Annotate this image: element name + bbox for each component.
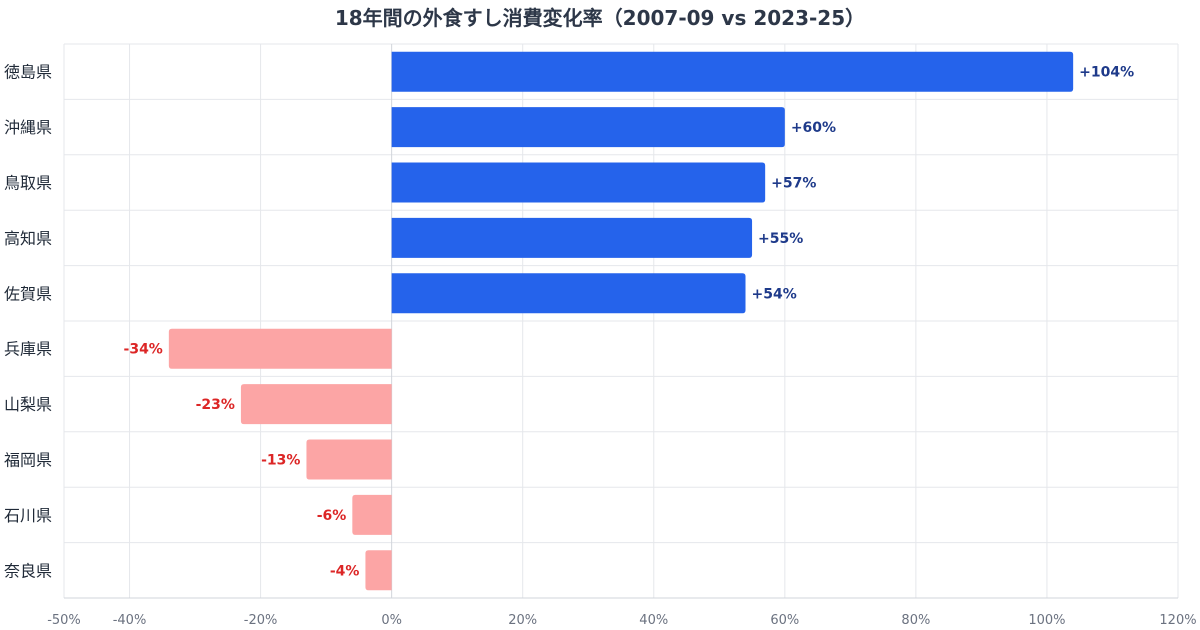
- category-label: 徳島県: [4, 63, 52, 82]
- bar: [240, 384, 392, 425]
- x-tick-label: -40%: [113, 613, 147, 628]
- data-label: -23%: [196, 397, 235, 413]
- x-tick-labels: -50% -40% -20% 0% 20% 40% 60% 80% 100% 120%: [47, 613, 1196, 628]
- x-tick-label: 100%: [1028, 613, 1065, 628]
- category-label: 奈良県: [4, 561, 52, 580]
- data-label: +54%: [752, 286, 797, 302]
- category-label: 山梨県: [4, 395, 52, 414]
- category-label: 兵庫県: [4, 340, 52, 359]
- data-label: -34%: [124, 342, 163, 358]
- bar: [391, 51, 1074, 92]
- category-label: 鳥取県: [4, 174, 52, 193]
- data-label: +57%: [771, 176, 816, 192]
- data-label: +104%: [1079, 65, 1134, 81]
- x-tick-label: 0%: [381, 613, 402, 628]
- data-labels: +104% +60% +57% +55% +54% -34% -23% -13% -6% -4%: [124, 65, 1135, 580]
- bar: [391, 107, 785, 148]
- x-tick-label: 60%: [770, 613, 799, 628]
- data-label: -13%: [261, 453, 300, 469]
- data-label: +55%: [758, 231, 803, 247]
- x-tick-label: 120%: [1159, 613, 1196, 628]
- grid-lines: [63, 43, 1179, 599]
- bar: [391, 162, 766, 203]
- data-label: +60%: [791, 120, 836, 136]
- chart-title: 18年間の外食すし消費変化率（2007-09 vs 2023-25）: [334, 6, 866, 30]
- bar: [365, 550, 392, 591]
- x-tick-label: 40%: [639, 613, 668, 628]
- data-label: -6%: [317, 508, 347, 524]
- bar: [391, 273, 746, 314]
- bar: [352, 494, 392, 535]
- category-label: 沖縄県: [4, 118, 52, 137]
- x-tick-label: 20%: [508, 613, 537, 628]
- category-label: 福岡県: [4, 451, 52, 470]
- category-label: 高知県: [4, 229, 52, 248]
- category-label: 石川県: [4, 506, 52, 525]
- x-tick-label: 80%: [901, 613, 930, 628]
- x-tick-label: -20%: [244, 613, 278, 628]
- bars: [168, 51, 1074, 591]
- data-label: -4%: [330, 563, 360, 579]
- bar: [391, 217, 753, 258]
- bar: [306, 439, 392, 480]
- bar: [168, 328, 392, 369]
- category-label: 佐賀県: [4, 284, 52, 303]
- x-tick-label: -50%: [47, 613, 81, 628]
